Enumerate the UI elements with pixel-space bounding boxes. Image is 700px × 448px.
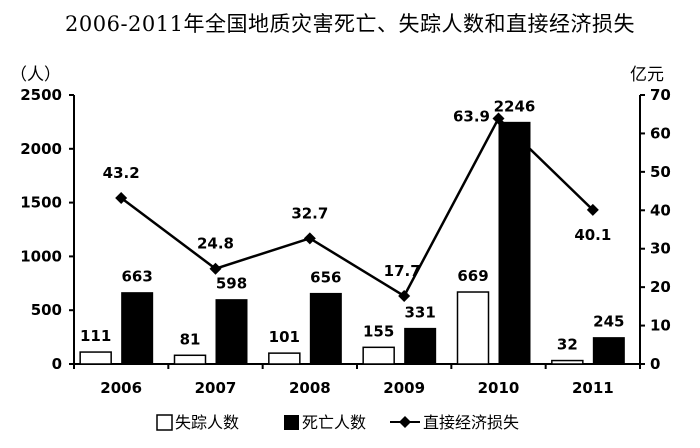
loss-point xyxy=(492,112,505,125)
loss-label: 43.2 xyxy=(103,164,140,182)
left-axis-tick-label: 2500 xyxy=(20,86,62,104)
right-axis-tick-label: 10 xyxy=(650,317,671,335)
loss-point xyxy=(303,232,316,245)
bar-missing-label: 669 xyxy=(457,267,488,285)
x-axis-tick-label: 2011 xyxy=(572,379,614,397)
legend-missing-swatch xyxy=(156,414,173,431)
bar-missing xyxy=(456,291,490,365)
bar-missing xyxy=(551,359,584,365)
bar-missing xyxy=(268,352,301,365)
bar-deaths-label: 245 xyxy=(593,313,624,331)
bar-deaths-label: 663 xyxy=(122,268,153,286)
left-axis-unit: （人） xyxy=(10,65,61,85)
bar-missing xyxy=(362,346,395,365)
loss-point xyxy=(398,289,411,302)
bar-deaths xyxy=(404,327,437,365)
loss-label: 63.9 xyxy=(453,107,490,125)
right-axis-unit: 亿元 xyxy=(630,65,664,85)
bar-deaths xyxy=(215,299,248,365)
x-axis-tick-label: 2009 xyxy=(383,379,425,397)
bar-deaths xyxy=(498,121,531,365)
bar-deaths-label: 598 xyxy=(216,275,247,293)
legend-loss-label: 直接经济损失 xyxy=(423,413,519,432)
x-axis-tick-label: 2008 xyxy=(289,379,331,397)
loss-point xyxy=(209,262,222,275)
loss-point xyxy=(586,203,599,216)
left-axis-tick-label: 2000 xyxy=(20,140,62,158)
x-axis-tick-label: 2010 xyxy=(478,379,520,397)
bar-missing-label: 32 xyxy=(557,336,578,354)
bar-deaths-label: 656 xyxy=(310,268,341,286)
right-axis-tick-label: 20 xyxy=(650,278,671,296)
right-axis-tick-label: 40 xyxy=(650,201,671,219)
loss-label: 17.7 xyxy=(384,262,421,280)
loss-label: 24.8 xyxy=(197,235,234,253)
bar-deaths-label: 2246 xyxy=(494,97,536,115)
left-axis-tick-label: 1000 xyxy=(20,247,62,265)
x-axis-tick-label: 2006 xyxy=(100,379,142,397)
right-axis-tick-label: 50 xyxy=(650,163,671,181)
bar-missing-label: 101 xyxy=(269,328,300,346)
chart-title: 2006-2011年全国地质灾害死亡、失踪人数和直接经济损失 xyxy=(65,12,635,36)
loss-label: 32.7 xyxy=(291,204,328,222)
legend-loss-marker xyxy=(399,416,411,428)
bar-deaths xyxy=(121,292,154,365)
loss-point xyxy=(115,191,128,204)
loss-label: 40.1 xyxy=(574,226,611,244)
right-axis-tick-label: 70 xyxy=(650,86,671,104)
loss-line xyxy=(120,116,594,298)
bar-deaths xyxy=(592,337,625,365)
bar-missing xyxy=(173,354,207,365)
legend-missing-label: 失踪人数 xyxy=(175,413,239,432)
legend-deaths-label: 死亡人数 xyxy=(302,413,366,432)
x-axis-tick-label: 2007 xyxy=(195,379,237,397)
left-axis-tick-label: 1500 xyxy=(20,194,62,212)
right-axis-tick-label: 0 xyxy=(650,355,660,373)
bar-missing xyxy=(79,351,112,365)
right-axis-tick-label: 60 xyxy=(650,124,671,142)
bar-deaths xyxy=(309,292,342,365)
legend-deaths-swatch xyxy=(284,415,299,430)
bar-missing-label: 81 xyxy=(180,330,201,348)
bar-deaths-label: 331 xyxy=(405,303,436,321)
left-axis-tick-label: 0 xyxy=(52,355,62,373)
left-axis-tick-label: 500 xyxy=(31,301,62,319)
right-axis-tick-label: 30 xyxy=(650,240,671,258)
bar-missing-label: 111 xyxy=(80,327,111,345)
bar-missing-label: 155 xyxy=(363,322,394,340)
